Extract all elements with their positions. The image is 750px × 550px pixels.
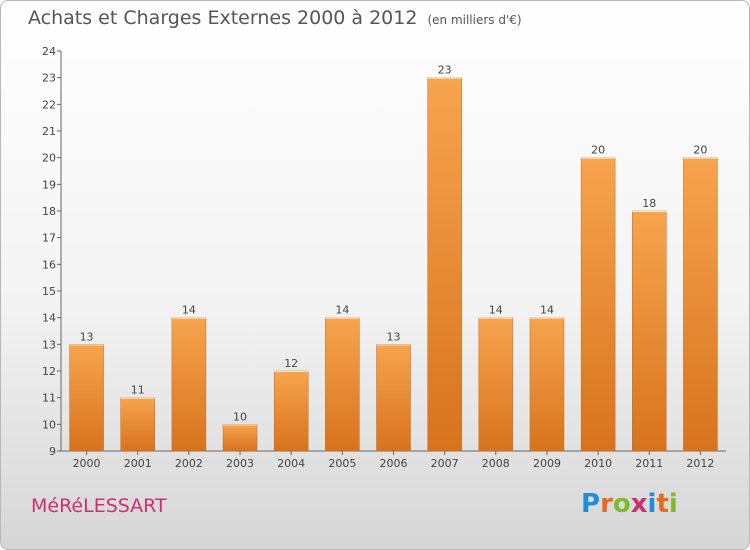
y-tick-label: 13 (42, 338, 56, 351)
bar-2008 (478, 317, 514, 452)
bar-2012 (683, 157, 718, 452)
data-label-2004: 12 (284, 357, 298, 370)
x-tick-label-2006: 2006 (380, 457, 408, 470)
bar-2003 (222, 424, 258, 452)
data-label-2001: 11 (131, 384, 145, 397)
x-tick-label-2009: 2009 (533, 457, 561, 470)
bar-2007 (427, 77, 462, 452)
bar-2005 (325, 317, 360, 452)
proxiti-logo[interactable]: Proxiti (581, 489, 678, 519)
bar-2009 (529, 317, 565, 452)
logo-letter: x (630, 489, 648, 519)
logo-letter: i (647, 489, 657, 519)
bar-2001 (120, 397, 155, 452)
logo-letter: t (656, 489, 669, 519)
bar-2000 (69, 344, 104, 452)
x-tick-label-2002: 2002 (175, 457, 203, 470)
y-tick-label: 20 (42, 152, 56, 165)
x-tick-label-2005: 2005 (328, 457, 356, 470)
data-label-2012: 20 (693, 144, 707, 157)
y-tick-label: 16 (42, 258, 56, 271)
data-label-2002: 14 (182, 304, 196, 317)
y-tick-label: 9 (49, 445, 56, 458)
x-tick-label-2003: 2003 (226, 457, 254, 470)
y-tick-label: 24 (42, 45, 56, 58)
y-tick-label: 11 (42, 392, 56, 405)
x-tick-label-2001: 2001 (124, 457, 152, 470)
y-tick-label: 19 (42, 178, 56, 191)
place-name: MéRéLESSART (31, 495, 167, 517)
data-label-2005: 14 (335, 304, 349, 317)
chart-title-text: Achats et Charges Externes 2000 à 2012 (28, 7, 418, 29)
data-label-2009: 14 (540, 304, 554, 317)
y-tick-label: 21 (42, 125, 56, 138)
bar-2006 (376, 344, 411, 452)
logo-letter: i (668, 489, 678, 519)
x-tick-label-2000: 2000 (73, 457, 101, 470)
y-tick-label: 18 (42, 205, 56, 218)
y-tick-label: 10 (42, 418, 56, 431)
data-label-2008: 14 (489, 304, 503, 317)
y-tick-label: 23 (42, 72, 56, 85)
logo-letter: P (581, 489, 601, 519)
logo-letter: r (600, 489, 613, 519)
x-tick-label-2010: 2010 (584, 457, 612, 470)
bar-2002 (171, 317, 207, 452)
y-tick-label: 15 (42, 285, 56, 298)
bar-2004 (273, 370, 309, 452)
x-tick-label-2004: 2004 (277, 457, 305, 470)
chart-title: Achats et Charges Externes 2000 à 2012 (e… (28, 7, 522, 29)
x-tick-label-2008: 2008 (482, 457, 510, 470)
y-tick-label: 17 (42, 232, 56, 245)
data-label-2011: 18 (642, 197, 656, 210)
chart-subtitle: (en milliers d'€) (427, 13, 522, 27)
logo-letter: o (612, 489, 631, 519)
y-tick-label: 12 (42, 365, 56, 378)
data-label-2000: 13 (80, 330, 94, 343)
x-tick-label-2012: 2012 (686, 457, 714, 470)
y-tick-label: 22 (42, 98, 56, 111)
data-label-2003: 10 (233, 410, 247, 423)
data-label-2010: 20 (591, 144, 605, 157)
data-label-2007: 23 (438, 64, 452, 77)
bar-2011 (632, 210, 667, 452)
bar-2010 (580, 157, 616, 452)
x-tick-label-2011: 2011 (635, 457, 663, 470)
data-label-2006: 13 (387, 330, 401, 343)
y-tick-label: 14 (42, 312, 56, 325)
x-tick-label-2007: 2007 (431, 457, 459, 470)
